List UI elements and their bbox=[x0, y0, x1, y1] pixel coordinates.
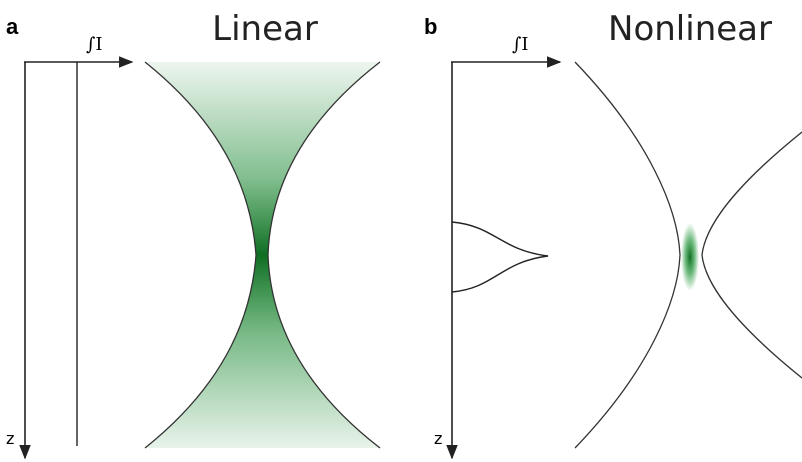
beam-edge bbox=[575, 62, 680, 448]
intensity-curve bbox=[452, 222, 548, 292]
beam bbox=[145, 62, 380, 448]
panel-label: b bbox=[424, 14, 437, 39]
panel-title: Linear bbox=[212, 9, 318, 49]
focal-spot bbox=[681, 223, 699, 291]
beam-edge bbox=[702, 132, 802, 378]
panel-title: Nonlinear bbox=[608, 9, 772, 49]
panel-a: a Linear ∫I z bbox=[6, 9, 380, 458]
x-axis-label: ∫I bbox=[512, 34, 529, 55]
x-axis-label: ∫I bbox=[86, 34, 103, 55]
z-axis-label: z bbox=[434, 429, 442, 448]
figure: a Linear ∫I z b Nonlinear ∫I z bbox=[0, 0, 802, 462]
z-axis-label: z bbox=[6, 429, 14, 448]
panel-label: a bbox=[6, 14, 19, 39]
panel-b: b Nonlinear ∫I z bbox=[424, 9, 802, 458]
